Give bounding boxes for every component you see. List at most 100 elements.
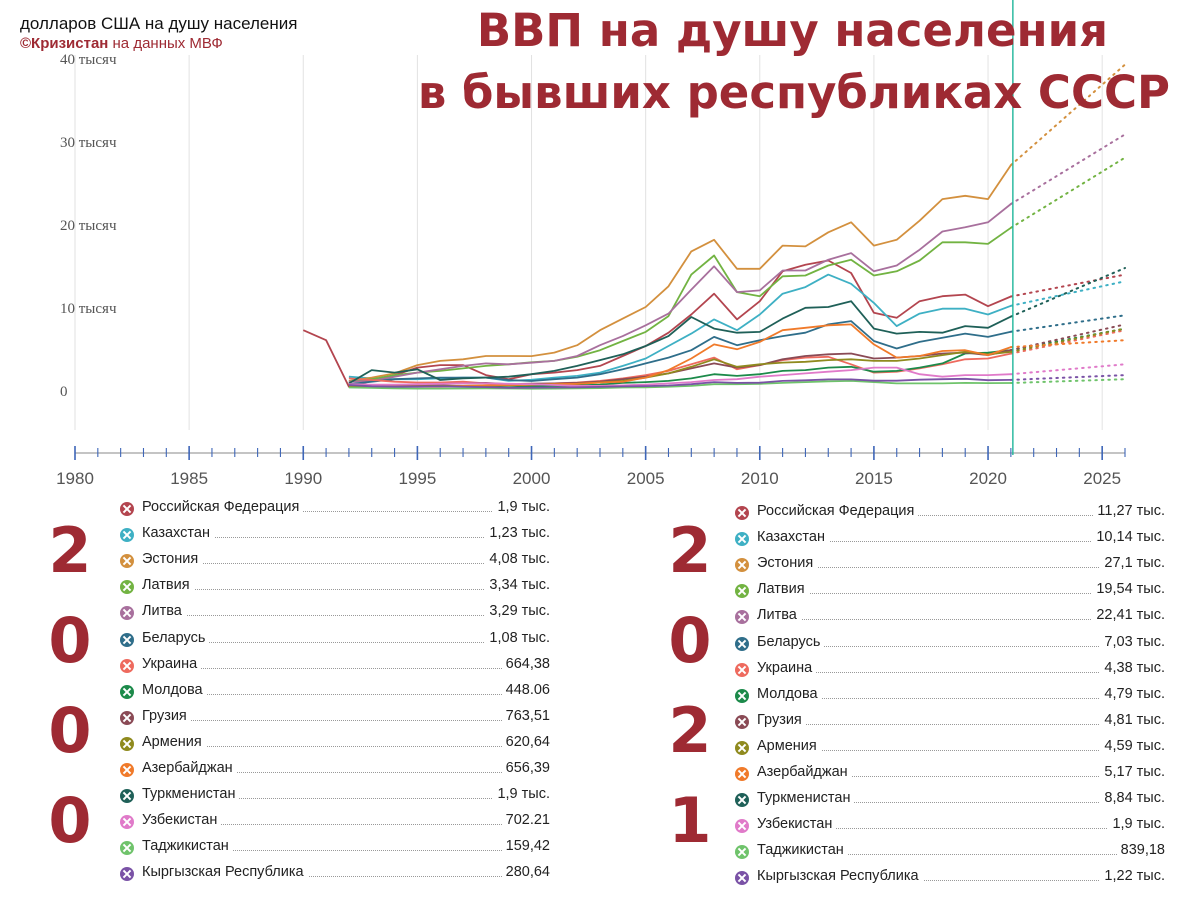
series-forecast-line: [1009, 363, 1126, 376]
series-marker-icon: [735, 532, 749, 547]
x-tick-label: 2000: [513, 469, 551, 488]
year-digit: 2: [48, 514, 92, 587]
leader-dots: [142, 693, 550, 695]
country-name: Латвия: [142, 577, 194, 594]
credit-source: на данных МВФ: [108, 35, 223, 52]
series-marker-icon: [120, 763, 134, 777]
country-name: Грузия: [142, 707, 191, 724]
x-tick-label: 2020: [969, 469, 1007, 488]
country-name: Украина: [142, 655, 202, 672]
series-marker-icon: [735, 871, 749, 886]
series-line: [348, 377, 1011, 389]
leader-dots: [142, 641, 550, 643]
series-forecast-line: [1009, 280, 1126, 307]
country-value: 1,22 тыс.: [1100, 868, 1165, 885]
leader-dots: [142, 563, 550, 565]
series-marker-icon: [735, 610, 749, 625]
series-line: [302, 259, 1012, 388]
series-marker-icon: [120, 815, 134, 830]
leader-dots: [757, 619, 1165, 621]
table-row: Литва 22,41 тыс.: [735, 607, 1165, 631]
country-name: Литва: [142, 603, 186, 620]
leader-dots: [757, 828, 1165, 830]
country-value: 5,17 тыс.: [1100, 764, 1165, 780]
series-marker-icon: [120, 789, 134, 804]
series-forecast-line: [1009, 329, 1126, 355]
table-row: Таджикистан 839,18: [735, 842, 1165, 866]
leader-dots: [142, 772, 550, 773]
series-forecast-line: [1009, 133, 1126, 205]
table-row: Беларусь 1,08 тыс.: [120, 629, 550, 654]
country-name: Российская Федерация: [757, 503, 919, 519]
series-marker-icon: [120, 606, 134, 621]
country-name: Азербайджан: [142, 760, 237, 776]
series-marker-icon: [120, 867, 134, 882]
series-forecast-line: [1009, 327, 1126, 353]
series-forecast-line: [1009, 339, 1126, 349]
country-value: 664,38: [501, 655, 550, 672]
country-name: Литва: [757, 607, 801, 624]
table-row: Таджикистан 159,42: [120, 838, 550, 862]
series-marker-icon: [120, 502, 134, 516]
country-value: 4,08 тыс.: [485, 551, 550, 568]
y-tick-label: 10 тысяч: [60, 301, 117, 317]
table-row: Казахстан 1,23 тыс.: [120, 525, 550, 549]
series-marker-icon: [120, 580, 134, 595]
series-forecast-line: [1009, 374, 1126, 381]
series-forecast-line: [1009, 156, 1126, 229]
leader-dots: [757, 880, 1165, 882]
table-row: Грузия 4,81 тыс.: [735, 711, 1165, 736]
x-tick-label: 2015: [855, 469, 893, 488]
leader-dots: [757, 515, 1165, 516]
table-row: Армения 4,59 тыс.: [735, 737, 1165, 762]
table-row: Казахстан 10,14 тыс.: [735, 529, 1165, 553]
table-row: Латвия 19,54 тыс.: [735, 581, 1165, 605]
country-value: 620,64: [501, 733, 550, 750]
table-row: Молдова 4,79 тыс.: [735, 685, 1165, 710]
leader-dots: [142, 719, 550, 721]
leader-dots: [757, 567, 1165, 569]
series-forecast-line: [1009, 63, 1126, 167]
country-name: Беларусь: [142, 629, 210, 646]
country-value: 3,34 тыс.: [485, 577, 550, 594]
country-name: Туркменистан: [142, 786, 240, 803]
y-tick-label: 0: [60, 384, 68, 400]
table-row: Украина 664,38: [120, 655, 550, 680]
country-value: 1,9 тыс.: [493, 499, 550, 515]
table-row: Туркменистан 8,84 тыс.: [735, 790, 1165, 814]
series-forecast-line: [1009, 314, 1126, 333]
year-digit: 1: [668, 784, 712, 857]
year-digit: 2: [668, 694, 712, 767]
year-digit: 0: [668, 604, 712, 677]
source-credit: ©Кризистан на данных МВФ: [20, 35, 223, 52]
table-row: Молдова 448.06: [120, 681, 550, 706]
table-row: Азербайджан 5,17 тыс.: [735, 764, 1165, 788]
country-value: 763,51: [501, 707, 550, 724]
country-name: Украина: [757, 659, 817, 676]
country-name: Российская Федерация: [142, 499, 304, 515]
table-row: Азербайджан 656,39: [120, 760, 550, 784]
series-marker-icon: [120, 736, 134, 751]
series-marker-icon: [735, 845, 749, 860]
leader-dots: [757, 671, 1165, 673]
country-value: 4,38 тыс.: [1100, 659, 1165, 676]
country-name: Молдова: [142, 681, 207, 698]
country-name: Армения: [142, 733, 206, 750]
table-row: Российская Федерация 11,27 тыс.: [735, 503, 1165, 527]
leader-dots: [757, 697, 1165, 699]
series-marker-icon: [735, 636, 749, 651]
year-digit: 0: [48, 604, 92, 677]
table-row: Узбекистан 1,9 тыс.: [735, 816, 1165, 840]
table-row: Украина 4,38 тыс.: [735, 659, 1165, 684]
series-marker-icon: [735, 740, 749, 755]
country-name: Таджикистан: [142, 838, 233, 855]
year-digit: 2: [668, 514, 712, 587]
leader-dots: [142, 615, 550, 617]
leader-dots: [142, 511, 550, 512]
unit-subtitle: долларов США на душу населения: [20, 14, 298, 33]
series-marker-icon: [735, 793, 749, 808]
x-tick-label: 2025: [1083, 469, 1121, 488]
country-name: Грузия: [757, 711, 806, 728]
table-row: Латвия 3,34 тыс.: [120, 577, 550, 601]
leader-dots: [757, 541, 1165, 543]
